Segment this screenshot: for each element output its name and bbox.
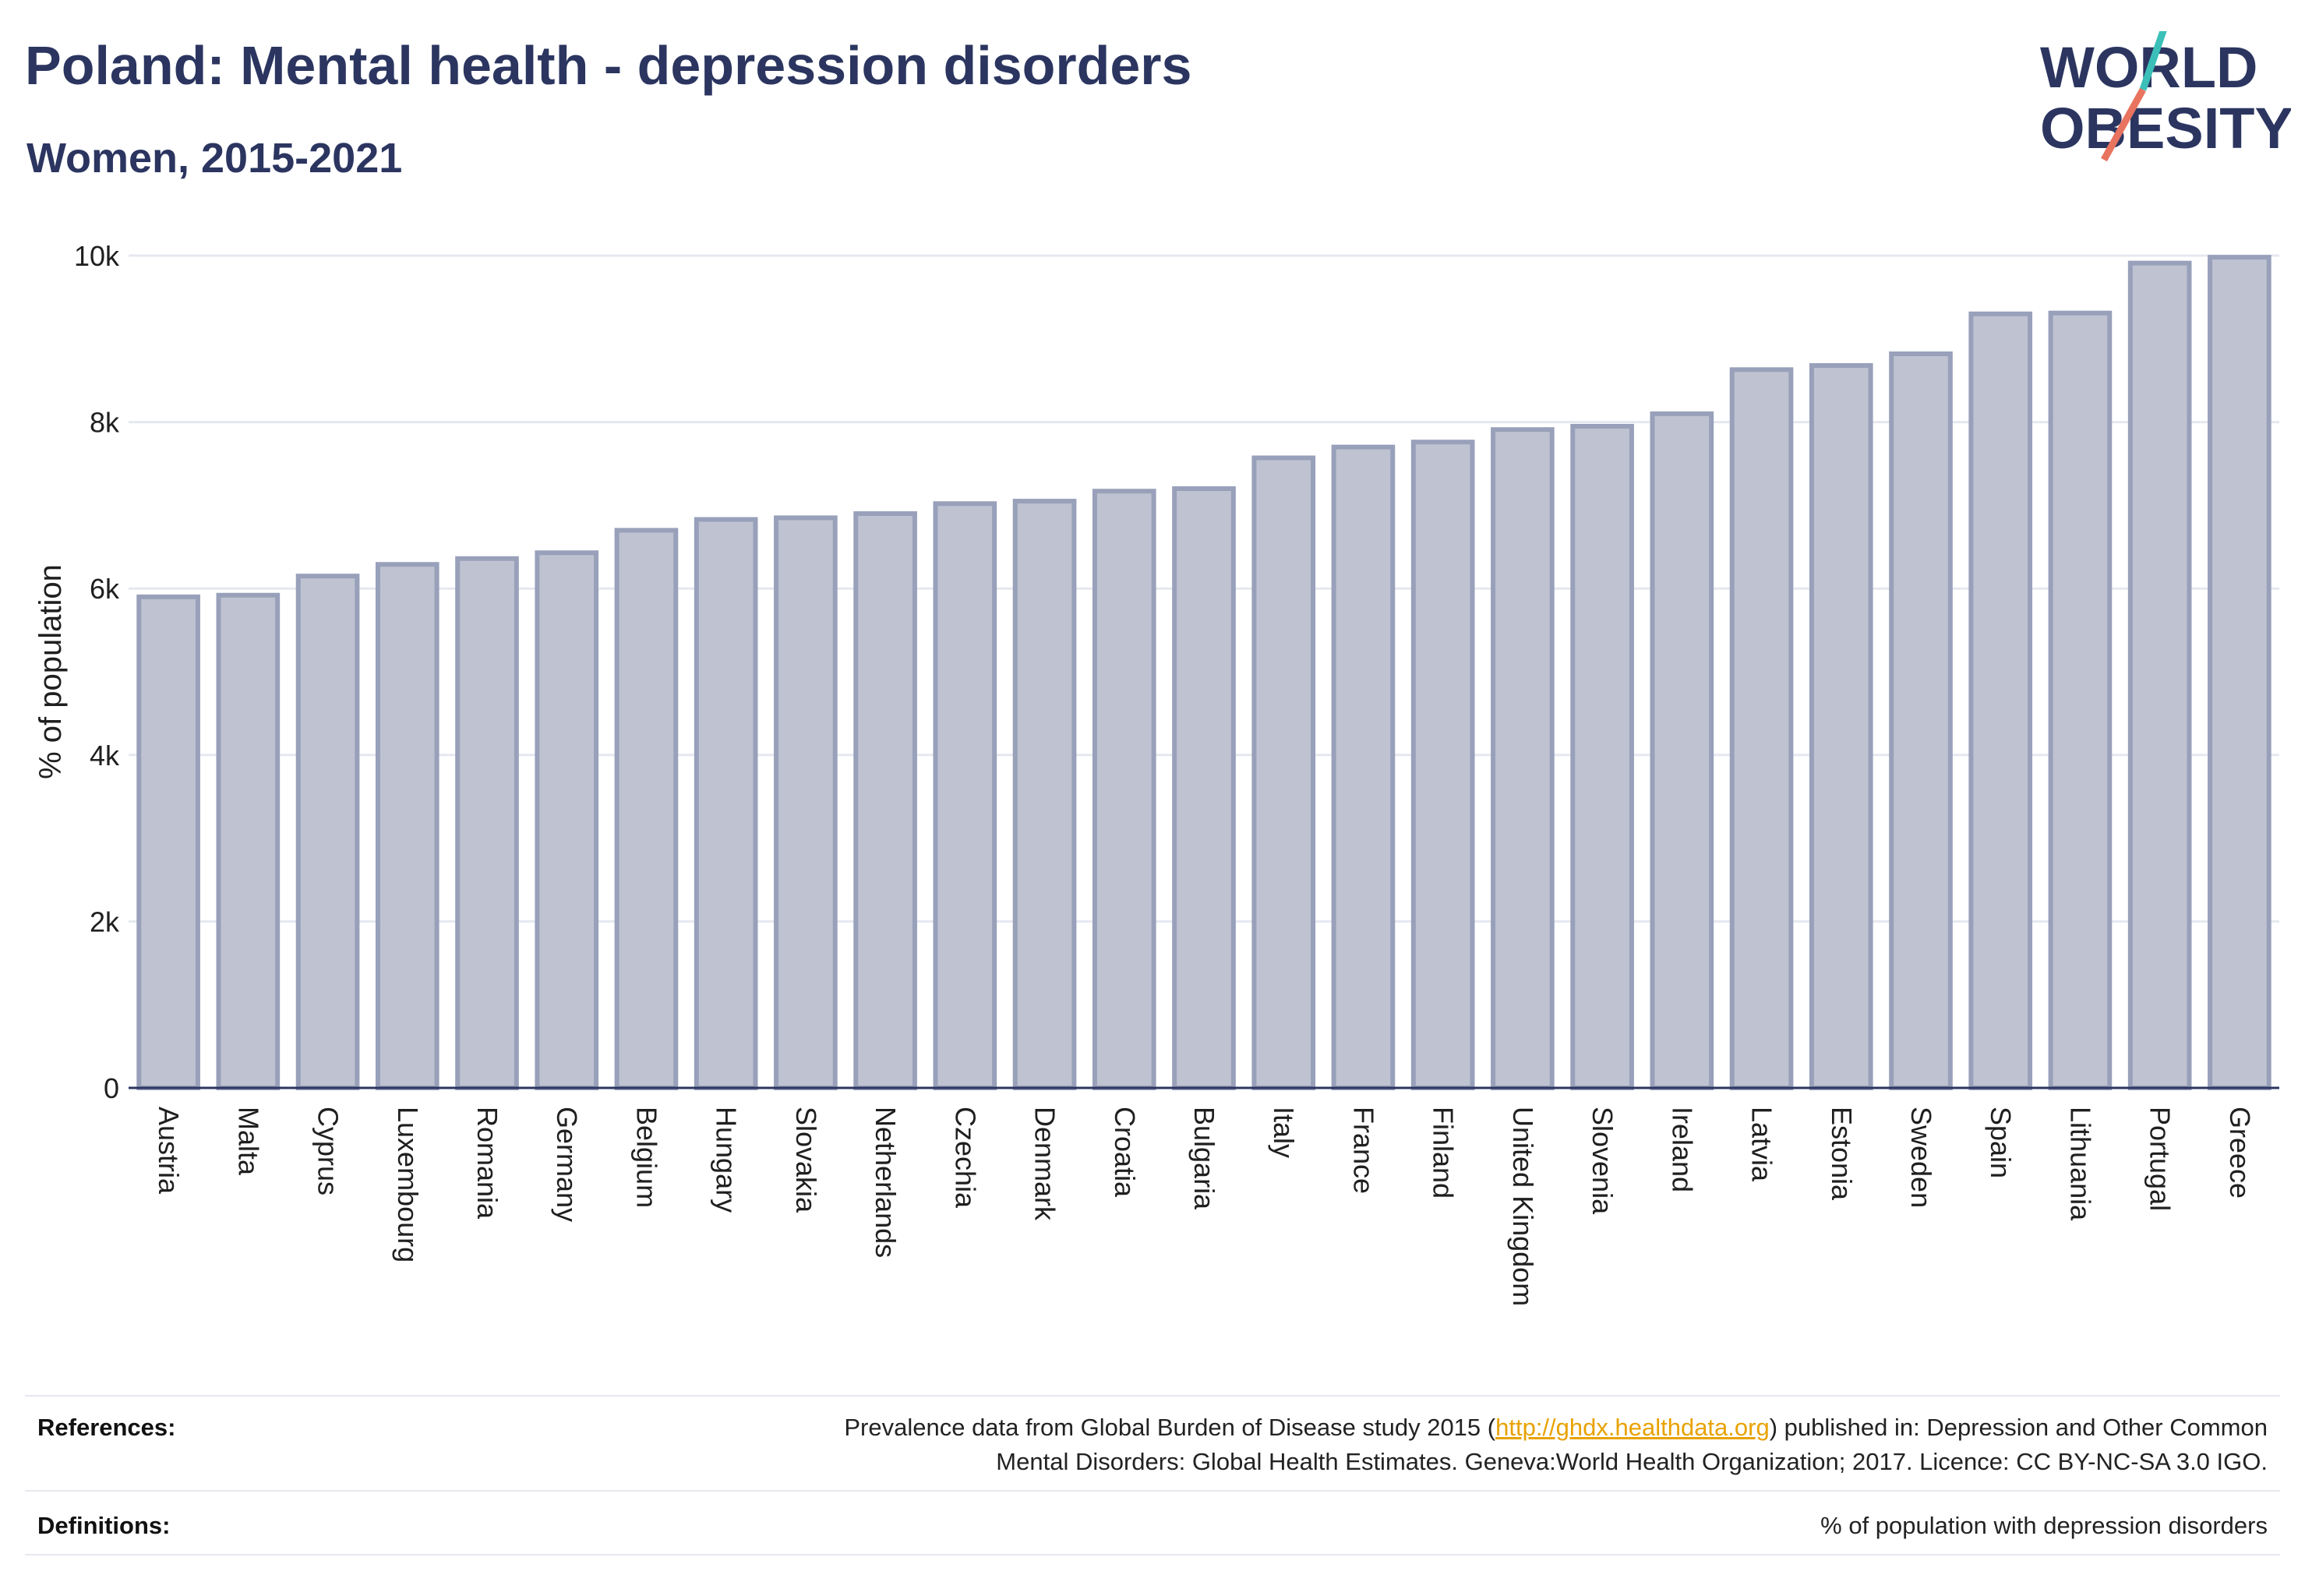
references-link[interactable]: http://ghdx.healthdata.org	[1495, 1414, 1770, 1441]
bar[interactable]	[774, 515, 838, 1090]
bar[interactable]	[1650, 411, 1714, 1090]
footer-divider-bottom	[25, 1554, 2280, 1555]
definitions-label: Definitions:	[37, 1512, 171, 1539]
x-tick-label: Bulgaria	[1188, 1107, 1220, 1210]
bar[interactable]	[1809, 362, 1873, 1090]
footer-divider-middle	[25, 1490, 2280, 1492]
logo-word-obesity: OBESITY	[2040, 96, 2291, 161]
x-tick-label: Spain	[1985, 1107, 2017, 1178]
x-tick-label: Latvia	[1746, 1107, 1778, 1182]
bar[interactable]	[1491, 427, 1555, 1090]
bar[interactable]	[2048, 310, 2113, 1090]
bar[interactable]	[375, 562, 439, 1090]
x-tick-label: Belgium	[630, 1107, 662, 1208]
bar[interactable]	[1012, 499, 1077, 1090]
bars	[136, 255, 2271, 1091]
x-tick-label: Romania	[471, 1107, 503, 1220]
references-line-1: Prevalence data from Global Burden of Di…	[844, 1411, 2268, 1445]
bar[interactable]	[535, 550, 599, 1090]
bar[interactable]	[1331, 444, 1396, 1090]
bar[interactable]	[136, 594, 200, 1090]
bar[interactable]	[1889, 351, 1953, 1090]
bar[interactable]	[1410, 440, 1475, 1090]
y-tick-label: 8k	[90, 407, 120, 439]
references-line-1-start: Prevalence data from Global Burden of Di…	[844, 1414, 1496, 1441]
bar[interactable]	[455, 556, 519, 1090]
y-axis-ticks: 0 2k 4k 6k 8k 10k	[74, 240, 120, 1104]
x-tick-label: Czechia	[949, 1107, 981, 1209]
bar[interactable]	[933, 501, 997, 1090]
x-tick-label: France	[1347, 1107, 1379, 1194]
x-tick-label: Greece	[2224, 1107, 2256, 1199]
bar[interactable]	[614, 528, 679, 1090]
x-tick-label: Germany	[551, 1107, 583, 1222]
bar[interactable]	[853, 511, 917, 1090]
definitions-text: % of population with depression disorder…	[1820, 1512, 2268, 1539]
x-tick-label: Luxembourg	[392, 1107, 424, 1262]
x-tick-label: Portugal	[2144, 1107, 2176, 1211]
page-subtitle: Women, 2015-2021	[26, 135, 403, 182]
x-tick-label: Estonia	[1826, 1107, 1858, 1201]
x-tick-label: Slovakia	[790, 1107, 822, 1213]
bar[interactable]	[1570, 423, 1634, 1090]
x-tick-label: United Kingdom	[1507, 1107, 1539, 1306]
references-text: Prevalence data from Global Burden of Di…	[844, 1411, 2268, 1479]
references-label: References:	[37, 1414, 176, 1441]
x-tick-label: Netherlands	[870, 1107, 902, 1258]
bar-chart: 0 2k 4k 6k 8k 10k Austria Malta Cyprus Luxembour…	[34, 240, 2279, 1306]
bar[interactable]	[2127, 260, 2192, 1090]
x-tick-label: Slovenia	[1587, 1107, 1618, 1215]
bar[interactable]	[1729, 367, 1794, 1091]
x-tick-label: Finland	[1428, 1107, 1460, 1199]
x-tick-label: Austria	[153, 1107, 185, 1195]
bar[interactable]	[1092, 489, 1156, 1090]
bar[interactable]	[1172, 486, 1236, 1090]
x-tick-label: Malta	[232, 1107, 264, 1176]
y-tick-label: 0	[104, 1072, 119, 1104]
y-axis-label: % of population	[34, 564, 68, 779]
x-axis-ticks: Austria Malta Cyprus Luxembourg Romania Germa…	[153, 1107, 2256, 1306]
x-tick-label: Denmark	[1029, 1107, 1061, 1221]
world-obesity-logo: WORLD OBESITY	[2040, 31, 2291, 162]
references-line-1-end: ) published in: Depression and Other Com…	[1769, 1414, 2268, 1441]
page-title: Poland: Mental health - depression disor…	[25, 35, 1192, 96]
x-tick-label: Cyprus	[312, 1107, 344, 1195]
x-tick-label: Italy	[1268, 1107, 1300, 1158]
logo-slash-coral	[2101, 87, 2146, 162]
x-tick-label: Lithuania	[2064, 1107, 2096, 1221]
logo-slash-teal	[2139, 31, 2167, 91]
bar[interactable]	[295, 574, 360, 1090]
bar[interactable]	[2208, 255, 2271, 1090]
x-tick-label: Hungary	[711, 1107, 743, 1213]
y-tick-label: 2k	[90, 906, 120, 937]
bar[interactable]	[1251, 455, 1316, 1090]
x-tick-label: Sweden	[1905, 1107, 1937, 1208]
x-tick-label: Ireland	[1666, 1107, 1698, 1192]
y-tick-label: 4k	[90, 740, 120, 772]
x-tick-label: Croatia	[1109, 1107, 1141, 1198]
footer-divider-top	[25, 1395, 2280, 1396]
bar[interactable]	[1968, 311, 2033, 1090]
y-tick-label: 10k	[74, 240, 120, 272]
y-tick-label: 6k	[90, 573, 120, 605]
bar[interactable]	[694, 517, 758, 1090]
bar[interactable]	[216, 592, 281, 1090]
references-line-2: Mental Disorders: Global Health Estimate…	[996, 1448, 2268, 1475]
